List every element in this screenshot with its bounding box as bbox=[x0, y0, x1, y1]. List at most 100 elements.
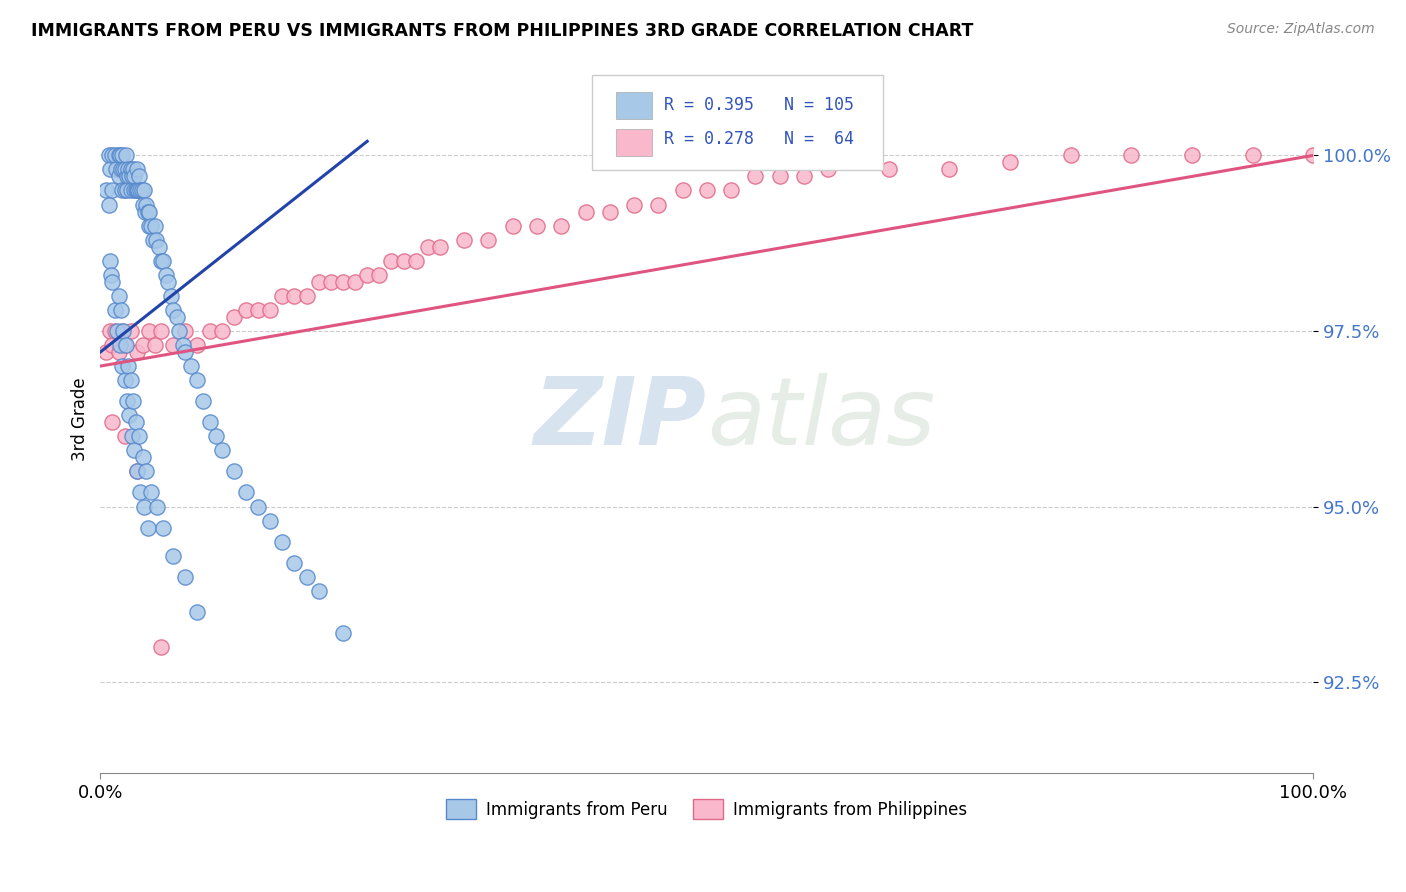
Point bbox=[136, 520, 159, 534]
Point bbox=[125, 465, 148, 479]
Point bbox=[647, 197, 669, 211]
Point bbox=[97, 197, 120, 211]
Point bbox=[696, 184, 718, 198]
Point bbox=[167, 324, 190, 338]
Point bbox=[259, 514, 281, 528]
Point bbox=[247, 302, 270, 317]
Point bbox=[114, 338, 136, 352]
Point bbox=[174, 345, 197, 359]
Point bbox=[146, 500, 169, 514]
Point bbox=[235, 302, 257, 317]
Point bbox=[405, 253, 427, 268]
Point bbox=[193, 394, 215, 409]
Point bbox=[186, 338, 208, 352]
Point bbox=[112, 324, 135, 338]
Point bbox=[271, 534, 294, 549]
Point bbox=[793, 169, 815, 184]
Point bbox=[143, 338, 166, 352]
Point bbox=[104, 148, 127, 162]
Text: Source: ZipAtlas.com: Source: ZipAtlas.com bbox=[1227, 22, 1375, 37]
Point bbox=[671, 184, 693, 198]
Point bbox=[124, 415, 146, 429]
Point bbox=[104, 302, 127, 317]
Point bbox=[98, 162, 121, 177]
Point bbox=[120, 162, 142, 177]
Point bbox=[100, 268, 122, 282]
Point bbox=[1121, 148, 1143, 162]
Point bbox=[105, 162, 128, 177]
Point bbox=[295, 289, 318, 303]
Point bbox=[198, 324, 221, 338]
Point bbox=[98, 324, 121, 338]
Point bbox=[108, 338, 131, 352]
Point bbox=[105, 324, 128, 338]
Point bbox=[114, 429, 136, 443]
Point bbox=[115, 394, 138, 409]
Point bbox=[744, 169, 766, 184]
Point bbox=[198, 415, 221, 429]
Point bbox=[125, 162, 148, 177]
Point bbox=[162, 338, 184, 352]
Point bbox=[159, 289, 181, 303]
Point bbox=[599, 204, 621, 219]
Point bbox=[132, 338, 155, 352]
Point bbox=[141, 485, 163, 500]
Point bbox=[162, 549, 184, 563]
Point bbox=[271, 289, 294, 303]
Point bbox=[129, 485, 152, 500]
Point bbox=[283, 556, 305, 570]
Point bbox=[152, 253, 174, 268]
Point bbox=[1241, 148, 1264, 162]
Point bbox=[145, 233, 167, 247]
Point bbox=[118, 409, 141, 423]
Point bbox=[122, 394, 145, 409]
Point bbox=[135, 465, 157, 479]
Point bbox=[104, 324, 127, 338]
Point bbox=[150, 640, 173, 654]
Point bbox=[368, 268, 391, 282]
FancyBboxPatch shape bbox=[616, 129, 652, 156]
Point bbox=[283, 289, 305, 303]
Point bbox=[114, 373, 136, 387]
Point bbox=[121, 429, 143, 443]
Point bbox=[180, 359, 202, 373]
Point bbox=[174, 570, 197, 584]
Point bbox=[107, 289, 129, 303]
Point bbox=[308, 583, 330, 598]
Point bbox=[117, 359, 139, 373]
Point bbox=[157, 275, 180, 289]
Point bbox=[623, 197, 645, 211]
Point bbox=[101, 148, 124, 162]
Point bbox=[416, 240, 439, 254]
Point bbox=[117, 162, 139, 177]
Point bbox=[138, 219, 160, 233]
Point bbox=[1060, 148, 1083, 162]
Point bbox=[132, 450, 155, 465]
Point bbox=[174, 324, 197, 338]
Point bbox=[115, 184, 138, 198]
Point bbox=[111, 184, 134, 198]
Point bbox=[247, 500, 270, 514]
Point bbox=[120, 184, 142, 198]
Point bbox=[720, 184, 742, 198]
Point bbox=[162, 302, 184, 317]
Point bbox=[186, 373, 208, 387]
Point bbox=[124, 184, 146, 198]
Point bbox=[148, 240, 170, 254]
Point bbox=[128, 169, 150, 184]
Point bbox=[132, 500, 155, 514]
Point bbox=[141, 219, 163, 233]
Point bbox=[186, 605, 208, 619]
Point bbox=[477, 233, 499, 247]
Point bbox=[96, 345, 118, 359]
Point bbox=[998, 155, 1021, 169]
Point bbox=[141, 233, 163, 247]
Point bbox=[121, 169, 143, 184]
Point bbox=[502, 219, 524, 233]
Y-axis label: 3rd Grade: 3rd Grade bbox=[72, 377, 89, 460]
Text: ZIP: ZIP bbox=[534, 373, 707, 465]
Point bbox=[125, 465, 148, 479]
Point bbox=[222, 465, 245, 479]
Point bbox=[114, 184, 136, 198]
Point bbox=[768, 169, 790, 184]
